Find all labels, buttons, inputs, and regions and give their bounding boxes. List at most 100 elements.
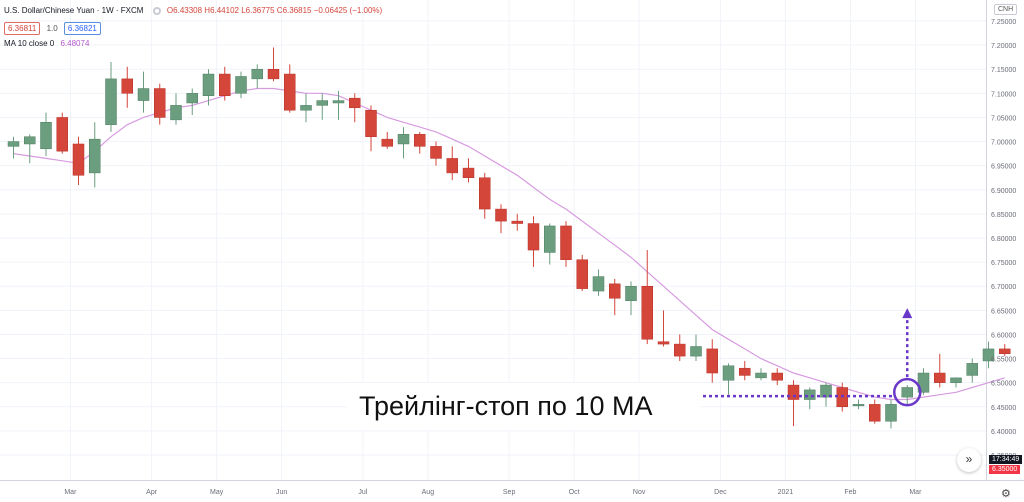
candle-body	[544, 225, 556, 253]
indicator-legend[interactable]: MA 10 close 0 6.48074	[4, 39, 89, 48]
candle	[966, 358, 978, 383]
candle	[495, 204, 507, 234]
candle-body	[674, 343, 686, 357]
candle	[657, 310, 670, 347]
candle-body	[121, 78, 133, 94]
x-tick-label: Mar	[64, 489, 77, 496]
candle	[414, 131, 426, 154]
candle	[934, 353, 946, 388]
y-tick-label: 6.60000	[991, 332, 1016, 339]
y-tick-label: 7.15000	[991, 67, 1016, 74]
gear-icon[interactable]: ⚙	[1001, 488, 1011, 500]
candle-body	[284, 73, 296, 111]
candle	[690, 334, 702, 361]
x-tick-label: 2021	[778, 489, 794, 496]
y-tick-label: 6.40000	[991, 429, 1016, 436]
buy-button[interactable]: 6.36821	[63, 22, 101, 35]
candle-body	[804, 389, 816, 400]
candle-body	[40, 122, 52, 150]
candle-body	[625, 285, 637, 301]
candle	[89, 122, 101, 188]
candle-body	[170, 105, 182, 121]
y-tick-label: 7.10000	[991, 91, 1016, 98]
candle	[365, 105, 377, 152]
symbol-header: U.S. Dollar/Chinese Yuan · 1W · FXCM O6.…	[4, 6, 385, 15]
x-tick-label: Jun	[276, 489, 287, 496]
candle-body	[706, 348, 718, 374]
candle-body	[901, 387, 913, 398]
candle-body	[511, 220, 523, 224]
candle	[787, 380, 800, 427]
candle-body	[332, 100, 345, 104]
candle	[235, 71, 247, 99]
candle-body	[397, 134, 410, 145]
candle	[885, 399, 897, 429]
y-tick-label: 7.25000	[991, 19, 1016, 26]
candle	[544, 223, 556, 265]
y-tick-label: 6.70000	[991, 284, 1016, 291]
candle	[576, 254, 588, 292]
x-tick-label: Mar	[909, 489, 922, 496]
candle-body	[462, 167, 475, 178]
candle	[901, 385, 913, 405]
candle-body	[885, 404, 897, 422]
candle	[982, 341, 995, 369]
x-tick-label: Feb	[844, 489, 856, 496]
candle	[349, 93, 361, 123]
candle	[625, 281, 637, 316]
candle	[300, 93, 312, 123]
candle-body	[641, 285, 653, 340]
sell-button[interactable]: 6.36811	[4, 22, 41, 35]
candle	[592, 269, 605, 296]
candle	[917, 368, 930, 395]
candle-body	[917, 372, 930, 393]
candle-body	[690, 346, 702, 357]
candle-body	[430, 146, 442, 159]
y-tick-label: 6.50000	[991, 381, 1016, 388]
market-status-icon	[152, 6, 161, 15]
price-axis[interactable]: 7.25000 7.20000 7.15000 7.10000 7.05000 7.000…	[991, 19, 1016, 460]
candle-body	[349, 97, 361, 109]
candle	[820, 382, 832, 407]
x-tick-label: Aug	[422, 489, 435, 496]
y-tick-label: 7.05000	[991, 115, 1016, 122]
candle	[722, 363, 735, 395]
time-axis[interactable]: Mar Apr May Jun Jul Aug Sep Oct Nov Dec 2021 Feb Mar	[64, 489, 922, 496]
candle-body	[316, 100, 328, 106]
candle-body	[771, 372, 783, 381]
symbol-title[interactable]: U.S. Dollar/Chinese Yuan · 1W · FXCM	[4, 6, 144, 15]
y-tick-label: 6.95000	[991, 164, 1016, 171]
candle-body	[787, 384, 800, 400]
candle	[804, 387, 816, 410]
candle	[706, 339, 718, 383]
trailing-stop-markers	[703, 308, 922, 407]
candle-body	[560, 225, 572, 260]
candle-body	[381, 138, 393, 147]
candle-body	[219, 73, 231, 96]
candle	[950, 377, 962, 388]
candlestick-series	[7, 47, 1011, 429]
candle-body	[999, 348, 1011, 354]
candle	[674, 334, 686, 361]
candle-body	[950, 377, 962, 383]
quantity-field[interactable]: 1.0	[46, 24, 58, 33]
candle	[267, 47, 280, 82]
candle	[609, 278, 621, 316]
candle	[527, 216, 540, 267]
annotation-label: Трейлінг-стоп по 10 MA	[347, 383, 700, 430]
candle-body	[72, 143, 85, 176]
candle-body	[722, 365, 735, 381]
candle-body	[657, 341, 670, 345]
chart-grid	[0, 0, 1024, 481]
y-tick-label: 6.85000	[991, 212, 1016, 219]
y-tick-label: 7.20000	[991, 43, 1016, 50]
signal-circle	[893, 377, 922, 407]
x-tick-label: Apr	[146, 489, 158, 496]
x-tick-label: Nov	[633, 489, 646, 496]
candle-body	[852, 404, 865, 407]
time-badge: 17:34:49	[989, 455, 1023, 464]
candle	[202, 69, 215, 106]
candle	[72, 136, 85, 185]
scroll-to-realtime-button[interactable]: »	[957, 448, 981, 472]
